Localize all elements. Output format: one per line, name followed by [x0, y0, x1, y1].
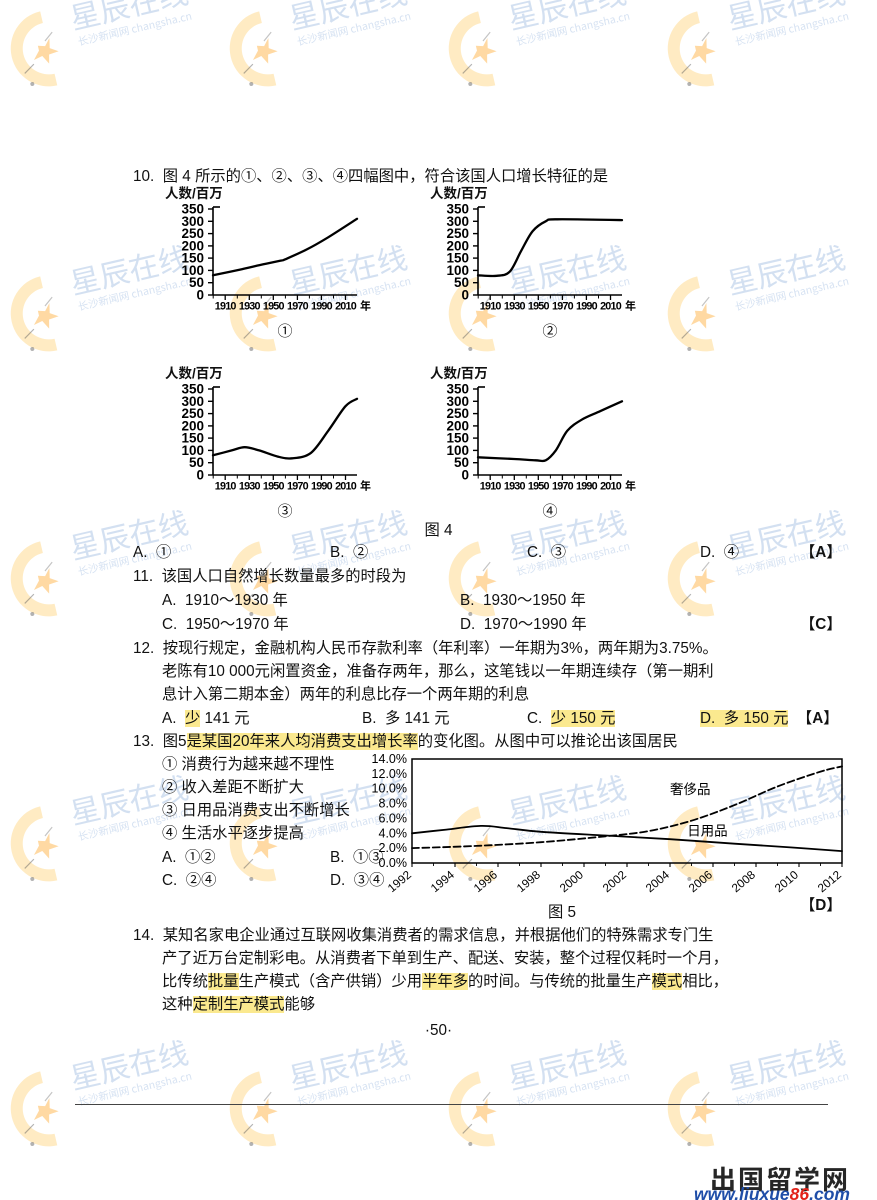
svg-text:1930: 1930: [504, 301, 526, 313]
svg-text:1970: 1970: [552, 481, 574, 493]
svg-text:2010: 2010: [772, 867, 801, 895]
svg-text:2010: 2010: [600, 301, 622, 313]
svg-text:2012: 2012: [815, 868, 844, 896]
svg-text:1950: 1950: [263, 301, 285, 313]
svg-text:2.0%: 2.0%: [379, 841, 408, 855]
svg-text:1994: 1994: [428, 867, 457, 895]
svg-text:年: 年: [625, 299, 636, 313]
svg-text:奢侈品: 奢侈品: [670, 782, 711, 797]
svg-text:1992: 1992: [385, 868, 414, 896]
svg-text:350: 350: [446, 382, 469, 397]
svg-text:1970: 1970: [552, 301, 574, 313]
svg-text:2002: 2002: [600, 868, 629, 896]
svg-text:1910: 1910: [480, 301, 502, 313]
svg-text:1970: 1970: [287, 301, 309, 313]
svg-text:2010: 2010: [600, 481, 622, 493]
svg-text:年: 年: [360, 299, 371, 313]
svg-text:1998: 1998: [514, 867, 543, 895]
svg-text:350: 350: [181, 382, 204, 397]
svg-text:1950: 1950: [263, 481, 285, 493]
svg-text:1950: 1950: [528, 481, 550, 493]
svg-text:4.0%: 4.0%: [379, 826, 408, 840]
svg-text:1990: 1990: [311, 301, 333, 313]
svg-text:1910: 1910: [215, 481, 237, 493]
svg-text:1990: 1990: [311, 481, 333, 493]
svg-text:12.0%: 12.0%: [372, 767, 407, 781]
svg-text:1930: 1930: [504, 481, 526, 493]
svg-text:2004: 2004: [643, 867, 672, 895]
svg-text:6.0%: 6.0%: [379, 811, 408, 825]
svg-text:350: 350: [446, 202, 469, 217]
svg-text:1910: 1910: [215, 301, 237, 313]
svg-text:1930: 1930: [239, 301, 261, 313]
svg-text:1970: 1970: [287, 481, 309, 493]
svg-text:2010: 2010: [335, 301, 357, 313]
svg-text:年: 年: [625, 479, 636, 493]
svg-text:14.0%: 14.0%: [372, 752, 407, 766]
svg-text:1910: 1910: [480, 481, 502, 493]
svg-text:1990: 1990: [576, 301, 598, 313]
svg-text:2000: 2000: [557, 867, 586, 895]
svg-text:0.0%: 0.0%: [379, 856, 408, 870]
svg-text:2008: 2008: [729, 867, 758, 895]
svg-text:2010: 2010: [335, 481, 357, 493]
svg-text:350: 350: [181, 202, 204, 217]
svg-text:1990: 1990: [576, 481, 598, 493]
svg-text:1930: 1930: [239, 481, 261, 493]
svg-text:1950: 1950: [528, 301, 550, 313]
svg-text:年: 年: [360, 479, 371, 493]
svg-text:8.0%: 8.0%: [379, 797, 408, 811]
svg-text:1996: 1996: [471, 867, 500, 895]
svg-text:10.0%: 10.0%: [372, 782, 407, 796]
svg-text:2006: 2006: [686, 867, 715, 895]
svg-text:日用品: 日用品: [687, 824, 728, 839]
